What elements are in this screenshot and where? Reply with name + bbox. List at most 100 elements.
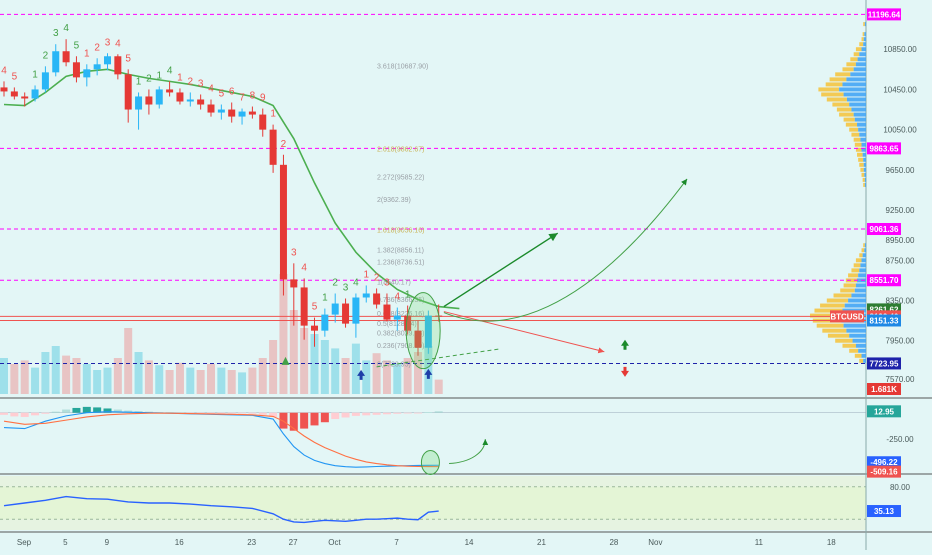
candle-body	[279, 164, 287, 280]
volume-bar	[144, 360, 153, 394]
volume-bar	[51, 346, 60, 394]
td-count-label: 4	[63, 23, 69, 34]
volume-profile-bar	[849, 333, 866, 338]
td-count-label: 9	[260, 93, 266, 104]
volume-profile-bar	[839, 87, 866, 92]
volume-profile-bar	[861, 258, 866, 263]
candle-body	[238, 111, 246, 117]
candle-body	[331, 303, 339, 315]
volume-bar	[82, 364, 91, 394]
volume-profile-bar	[842, 343, 856, 348]
volume-bar	[351, 343, 360, 394]
candle-body	[31, 89, 39, 99]
volume-profile-bar	[848, 273, 859, 278]
volume-bar	[238, 372, 247, 394]
macd-histogram-bar	[331, 412, 340, 420]
volume-bar	[62, 355, 71, 394]
candle-body	[383, 304, 391, 320]
macd-histogram-bar	[93, 407, 102, 413]
price-tick-label: 10850.00	[883, 45, 917, 54]
volume-profile-bar	[861, 172, 865, 177]
volume-bar	[113, 358, 122, 394]
candle-body	[104, 56, 111, 65]
macd-histogram-bar	[62, 409, 71, 413]
volume-bar	[196, 370, 205, 394]
date-tick-label: 11	[755, 538, 764, 547]
volume-bar	[41, 352, 50, 394]
volume-bar	[269, 340, 278, 394]
macd-histogram-bar	[0, 412, 8, 415]
triangle-marker-icon	[281, 356, 290, 365]
td-count-label: 5	[125, 53, 131, 64]
td-count-label: 1	[363, 269, 369, 280]
volume-profile-bar	[864, 243, 866, 248]
volume-bar	[300, 328, 309, 394]
candle-body	[217, 109, 225, 113]
volume-profile-bar	[820, 303, 845, 308]
macd-histogram-bar	[217, 412, 226, 414]
fib-level-label: 0.618(8226.16)	[377, 311, 424, 318]
fib-level-label: 0.382(8029.93)	[377, 331, 424, 338]
volume-profile-bar	[810, 313, 840, 318]
macd-histogram-bar	[320, 412, 329, 423]
volume-bar	[372, 353, 381, 394]
volume-profile-bar	[864, 182, 866, 187]
volume-profile-bar	[862, 177, 865, 182]
candle-body	[166, 89, 174, 93]
volume-profile-bar	[849, 102, 866, 107]
volume-bar	[103, 367, 112, 394]
volume-profile-bar	[832, 102, 850, 107]
td-count-label: 2	[43, 50, 49, 61]
macd-histogram-bar	[82, 406, 91, 413]
fib-level-label: 0(7723.95)	[377, 361, 411, 368]
volume-badge-label: 1.681K	[871, 385, 897, 394]
fib-level-label: 1(8540.17)	[377, 279, 411, 286]
volume-profile-bar	[855, 283, 866, 288]
td-count-label: 3	[384, 277, 390, 288]
td-count-label: 4	[1, 65, 7, 76]
price-tick-label: 8750.00	[886, 256, 915, 265]
macd-histogram-bar	[31, 412, 40, 416]
candle-body	[248, 111, 256, 115]
macd-histogram-bar	[10, 412, 19, 417]
macd-histogram-bar	[269, 412, 278, 417]
volume-profile-bar	[855, 343, 866, 348]
candle-body	[321, 314, 329, 331]
candle-body	[362, 293, 370, 298]
volume-profile-bar	[859, 268, 866, 273]
volume-profile-bar	[845, 278, 858, 283]
volume-profile-bar	[853, 137, 861, 142]
volume-profile-bar	[863, 37, 866, 42]
price-badge-label: BTCUSD	[830, 312, 864, 321]
volume-profile-bar	[854, 288, 866, 293]
macd-histogram-bar	[382, 412, 391, 415]
macd-histogram-bar	[207, 412, 215, 414]
volume-profile-bar	[861, 37, 864, 42]
candle-body	[311, 325, 318, 331]
volume-profile-bar	[863, 22, 865, 27]
date-tick-label: 28	[609, 538, 618, 547]
candle-body	[197, 99, 205, 105]
macd-histogram-bar	[103, 408, 112, 413]
macd-histogram-bar	[113, 409, 122, 413]
volume-bar	[0, 358, 8, 394]
volume-bar	[258, 358, 267, 394]
volume-profile-bar	[859, 42, 864, 47]
macd-histogram-bar	[72, 407, 81, 413]
td-count-label: 1	[270, 109, 276, 120]
volume-profile-bar	[864, 172, 866, 177]
volume-profile-bar	[827, 333, 850, 338]
volume-profile-bar	[854, 353, 862, 358]
td-count-label: 5	[312, 302, 318, 313]
fib-level-label: 1.236(8736.51)	[377, 260, 424, 267]
volume-profile-bar	[857, 152, 863, 157]
down-arrow-icon	[621, 366, 629, 377]
price-badge	[830, 310, 864, 323]
volume-profile-bar	[851, 132, 860, 137]
td-count-label: 1	[136, 76, 142, 87]
price-badge	[867, 142, 901, 155]
volume-profile-bar	[853, 67, 866, 72]
candle-body	[300, 287, 308, 326]
